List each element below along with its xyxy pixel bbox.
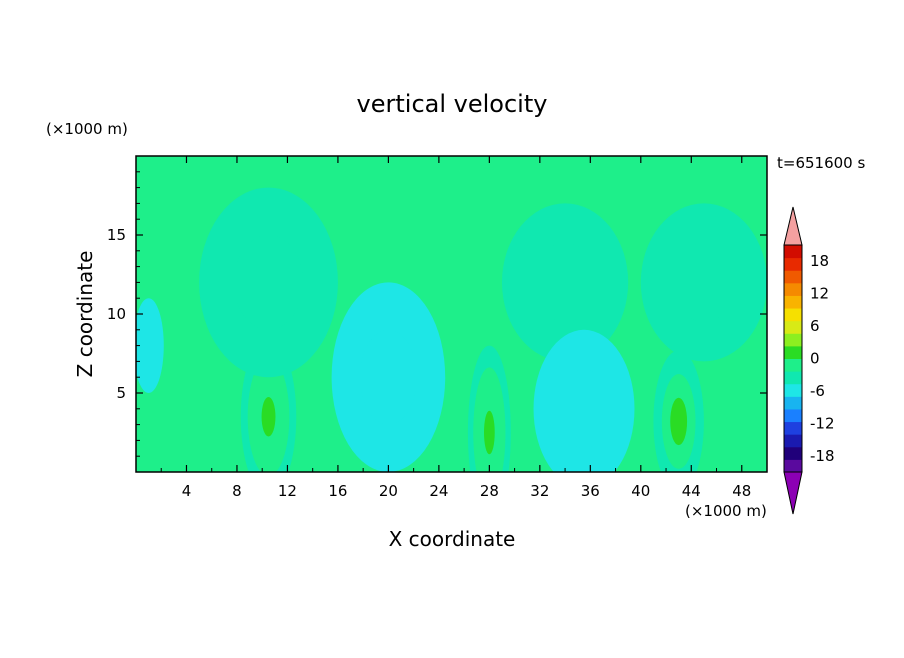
contour-feature-3-level-1 xyxy=(233,235,304,330)
y-unit-label: (×1000 m) xyxy=(46,120,128,138)
colorbar-swatch xyxy=(784,282,802,296)
colorbar-swatch xyxy=(784,345,802,359)
colorbar-swatch xyxy=(784,308,802,322)
y-axis-ticks: 5 10 15 xyxy=(107,171,767,457)
x-tick-label: 24 xyxy=(429,482,448,500)
x-tick-label: 8 xyxy=(232,482,242,500)
colorbar-swatch xyxy=(784,270,802,284)
colorbar-frame xyxy=(783,244,803,473)
x-tick-label: 12 xyxy=(278,482,297,500)
contour-feature-1-level-3 xyxy=(483,410,495,455)
x-tick-label: 28 xyxy=(480,482,499,500)
y-tick-label: 15 xyxy=(107,226,126,244)
contour-feature-5-level-1 xyxy=(672,242,736,322)
contour-feature-6-level-1 xyxy=(360,329,417,425)
colorbar-swatch xyxy=(784,396,802,410)
contour-feature-0-level-3 xyxy=(261,396,276,437)
colorbar: 18 12 6 0 -6 -12 -18 xyxy=(783,206,835,515)
x-tick-label: 36 xyxy=(581,482,600,500)
x-tick-label: 20 xyxy=(379,482,398,500)
x-tick-label: 4 xyxy=(182,482,192,500)
y-tick-label: 10 xyxy=(107,305,126,323)
y-tick-label: 5 xyxy=(116,384,126,402)
colorbar-label: 6 xyxy=(810,317,820,335)
x-tick-label: 32 xyxy=(530,482,549,500)
colorbar-swatch xyxy=(784,408,802,423)
x-axis-label: X coordinate xyxy=(389,527,516,551)
contour-feature-7-level-1 xyxy=(558,369,610,449)
colorbar-label: -6 xyxy=(810,382,825,400)
colorbar-swatch xyxy=(784,320,802,334)
contour-feature-2-level-2 xyxy=(670,397,688,446)
x-tick-label: 40 xyxy=(631,482,650,500)
x-tick-label: 44 xyxy=(682,482,701,500)
x-tick-label: 48 xyxy=(732,482,751,500)
colorbar-swatch xyxy=(784,421,802,435)
colorbar-label: 0 xyxy=(810,350,820,368)
colorbar-swatch xyxy=(784,434,802,448)
chart-title: vertical velocity xyxy=(357,90,548,118)
colorbar-swatch xyxy=(784,383,802,397)
colorbar-swatch xyxy=(784,459,802,473)
time-label: t=651600 s xyxy=(777,154,865,172)
colorbar-swatch xyxy=(784,371,802,385)
plot-frame xyxy=(135,155,768,473)
x-tick-label: 16 xyxy=(328,482,347,500)
colorbar-swatch xyxy=(784,245,802,259)
y-axis-label: Z coordinate xyxy=(73,251,97,378)
x-unit-label: (×1000 m) xyxy=(685,502,767,520)
colorbar-swatch xyxy=(784,257,802,271)
colorbar-label: -18 xyxy=(810,447,835,465)
plot-area xyxy=(136,156,767,472)
x-axis-ticks: 4 8 12 16 20 24 28 32 36 40 44 48 xyxy=(160,156,751,500)
colorbar-label: 12 xyxy=(810,285,829,303)
colorbar-swatch xyxy=(784,295,802,309)
colorbar-label: 18 xyxy=(810,252,829,270)
colorbar-swatch xyxy=(784,333,802,347)
colorbar-label: -12 xyxy=(810,414,835,432)
colorbar-swatch xyxy=(784,358,802,372)
contour-feature-4-level-1 xyxy=(533,242,597,322)
contour-feature-8-level-1 xyxy=(141,321,157,370)
colorbar-swatch xyxy=(784,446,802,460)
